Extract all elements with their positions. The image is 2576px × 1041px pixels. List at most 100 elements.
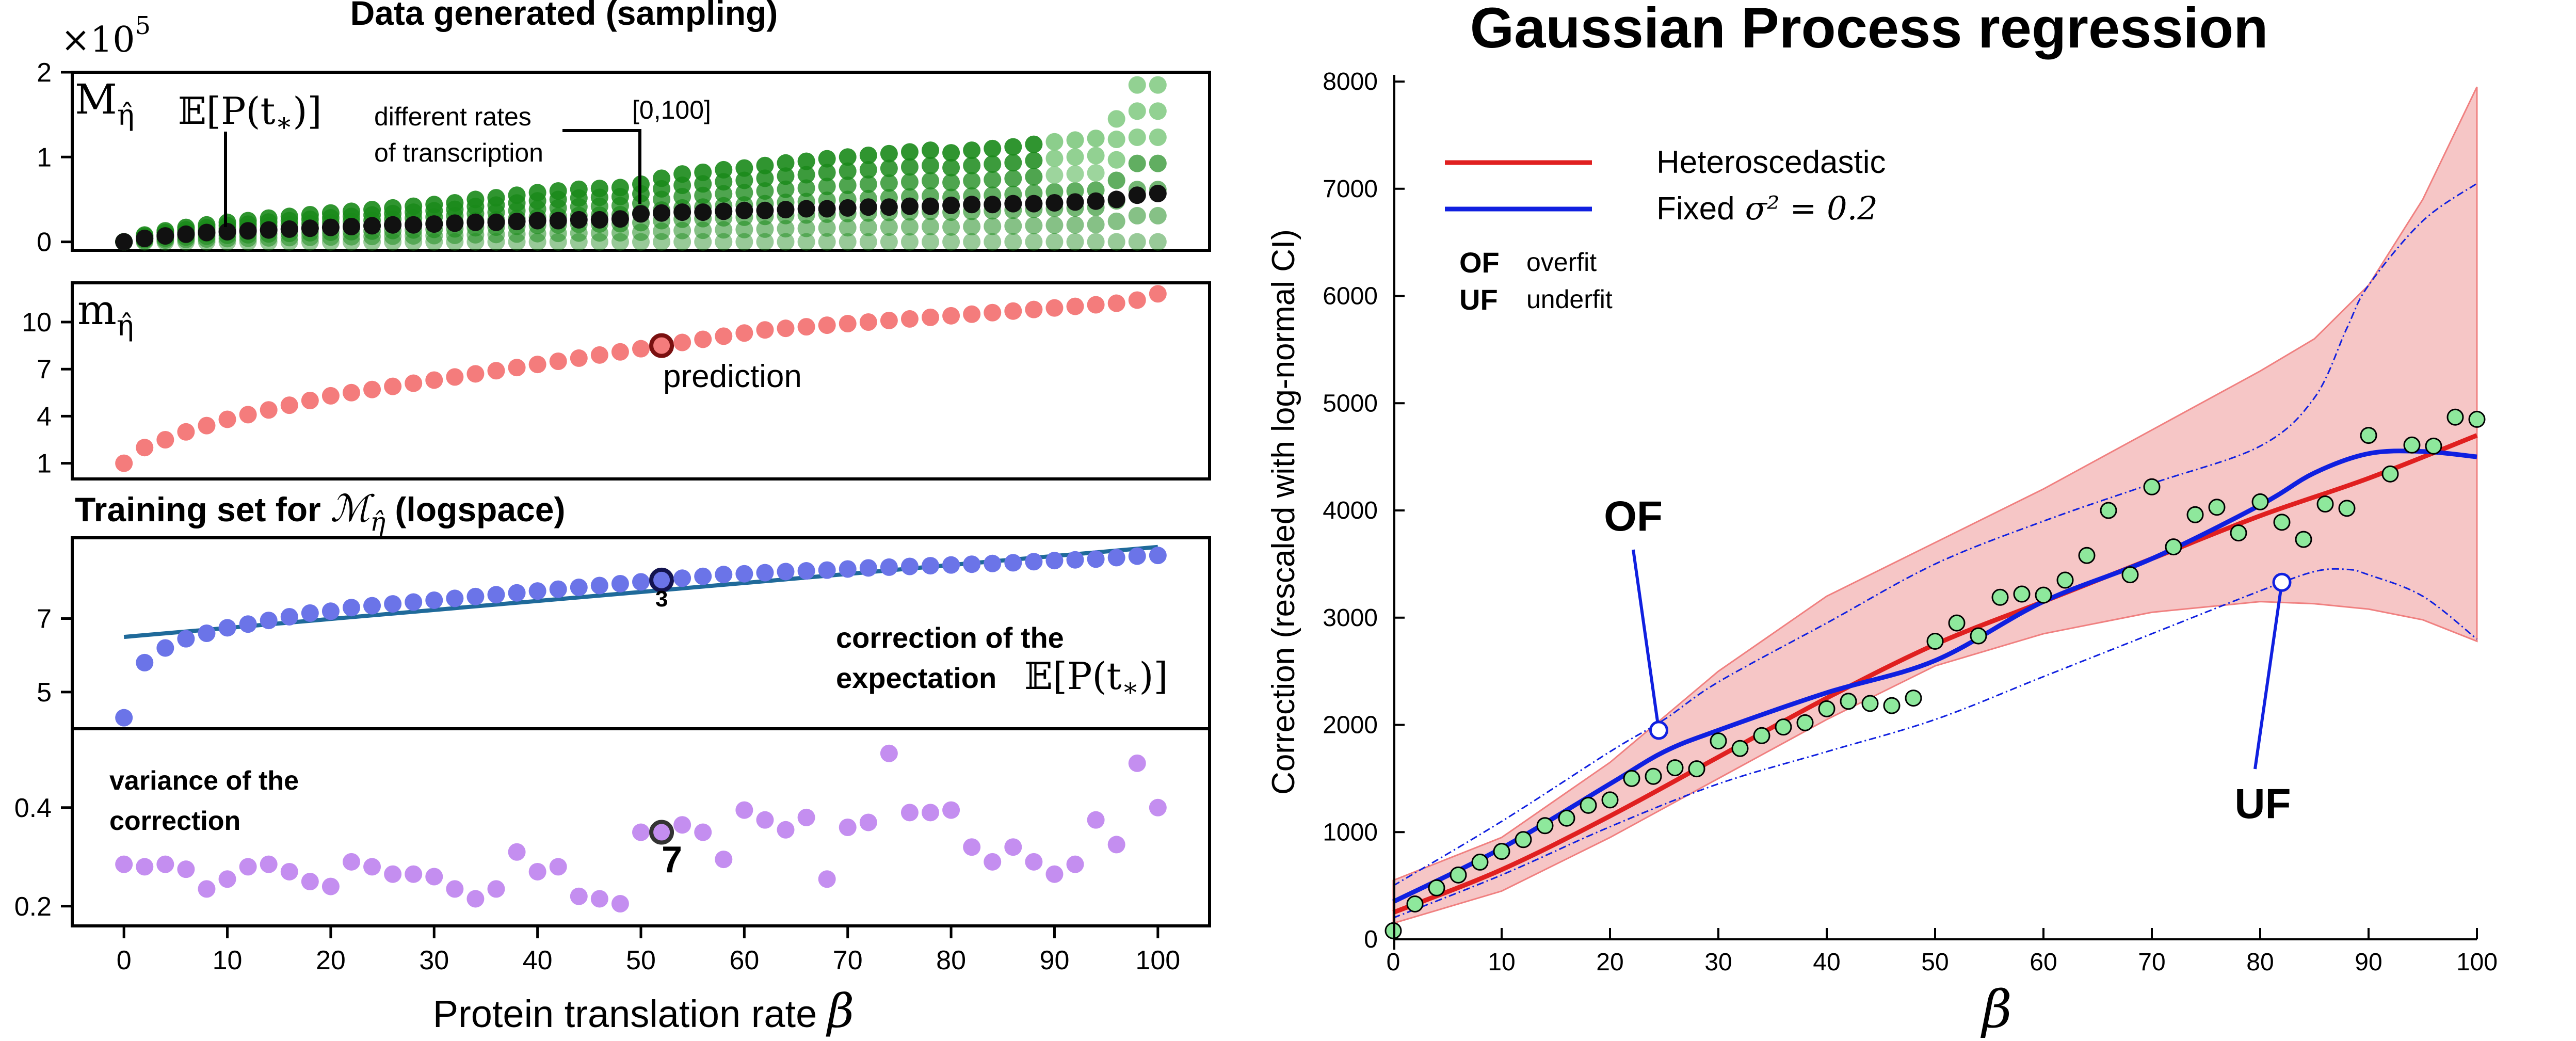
sample-point bbox=[880, 159, 898, 178]
x-tick-label: 30 bbox=[419, 946, 449, 975]
training-point bbox=[1066, 551, 1084, 569]
sampling-rates-pointer bbox=[562, 129, 641, 204]
prediction-y-ticks: 1 4 7 10 bbox=[22, 308, 72, 479]
sample-point bbox=[797, 152, 815, 170]
prediction-points bbox=[115, 285, 1167, 472]
gp-observation-point bbox=[1688, 760, 1705, 778]
gp-y-tick-label: 2000 bbox=[1323, 712, 1378, 739]
mean-point bbox=[859, 198, 877, 216]
training-point bbox=[239, 615, 257, 633]
mean-point bbox=[239, 222, 257, 240]
sample-point bbox=[880, 145, 898, 163]
sample-point bbox=[922, 141, 940, 159]
prediction-point bbox=[260, 401, 278, 419]
sampling-y-ticks: 0 1 2 bbox=[37, 58, 72, 258]
sample-point bbox=[900, 218, 919, 236]
sample-point bbox=[1087, 164, 1105, 182]
sample-point bbox=[1087, 147, 1105, 165]
sample-point bbox=[963, 141, 981, 159]
sample-point bbox=[1004, 217, 1022, 235]
prediction-point bbox=[1107, 294, 1125, 312]
mean-point bbox=[942, 196, 960, 214]
variance-point bbox=[363, 858, 381, 876]
prediction-point bbox=[487, 362, 505, 380]
training-point bbox=[922, 557, 940, 575]
variance-point bbox=[1087, 811, 1105, 829]
sample-point bbox=[1107, 151, 1125, 169]
sample-point bbox=[1107, 171, 1125, 189]
gp-uf-pointer bbox=[2253, 582, 2283, 770]
sample-point bbox=[963, 218, 981, 235]
training-point bbox=[446, 589, 464, 607]
x-tick-label: 10 bbox=[213, 946, 243, 975]
sample-point bbox=[735, 233, 753, 251]
y-tick-label: 4 bbox=[37, 402, 52, 431]
sampling-range-annotation: [0,100] bbox=[632, 95, 711, 124]
mean-point bbox=[487, 213, 505, 231]
prediction-point bbox=[301, 392, 319, 409]
sample-point bbox=[900, 173, 919, 191]
gp-observation-point bbox=[1796, 714, 1814, 731]
sample-point bbox=[1066, 233, 1084, 251]
y-tick-label: 7 bbox=[37, 355, 52, 385]
y-tick-label: 2 bbox=[37, 58, 52, 88]
mean-point bbox=[177, 225, 195, 243]
sample-point bbox=[1045, 166, 1064, 184]
variance-point bbox=[1149, 798, 1167, 816]
gp-x-tick-label: 50 bbox=[1921, 949, 1949, 976]
highlighted-variance-point bbox=[649, 820, 674, 845]
sample-point bbox=[984, 171, 1002, 189]
mean-point bbox=[446, 214, 464, 232]
gp-legend-fixed-label: Fixed σ² = 0.2 bbox=[1656, 189, 1878, 227]
gp-observation-point bbox=[1710, 732, 1727, 750]
training-point bbox=[198, 624, 216, 642]
sample-point bbox=[1107, 212, 1125, 230]
training-point bbox=[570, 579, 588, 597]
training-point-annotation: 3 bbox=[655, 586, 668, 612]
sample-point bbox=[880, 233, 898, 251]
gp-x-tick-label: 100 bbox=[2456, 949, 2498, 976]
variance-point bbox=[528, 862, 546, 880]
prediction-point bbox=[363, 380, 381, 398]
variance-point bbox=[900, 804, 919, 822]
sample-point bbox=[1004, 169, 1022, 187]
sample-point bbox=[942, 233, 960, 251]
sample-point bbox=[735, 171, 753, 189]
gp-x-tick-label: 70 bbox=[2138, 949, 2165, 976]
gp-x-tick-label: 0 bbox=[1387, 949, 1400, 976]
gp-y-tick-label: 3000 bbox=[1323, 604, 1378, 632]
prediction-point bbox=[384, 377, 402, 395]
prediction-point bbox=[797, 318, 815, 336]
gp-key-uf-text: underfit bbox=[1526, 285, 1613, 314]
gp-key-of-code: OF bbox=[1459, 246, 1500, 279]
sample-point bbox=[859, 175, 877, 193]
training-point bbox=[900, 557, 919, 575]
gp-observation-point bbox=[2165, 538, 2182, 556]
prediction-point bbox=[839, 315, 857, 333]
mean-point bbox=[528, 212, 546, 230]
training-point bbox=[508, 584, 526, 602]
prediction-point bbox=[590, 346, 608, 364]
variance-point bbox=[198, 880, 216, 898]
variance-point bbox=[570, 887, 588, 905]
sample-point bbox=[466, 190, 485, 209]
gp-y-tick-label: 4000 bbox=[1323, 497, 1378, 524]
training-point bbox=[694, 567, 712, 585]
gp-x-tick-label: 10 bbox=[1488, 949, 1515, 976]
prediction-point bbox=[218, 410, 236, 428]
gp-observation-point bbox=[2316, 495, 2334, 513]
training-point bbox=[405, 593, 423, 611]
sample-point bbox=[1025, 217, 1043, 235]
sample-point bbox=[735, 220, 753, 238]
sample-point bbox=[446, 194, 464, 212]
gp-observation-point bbox=[2360, 427, 2377, 444]
training-point bbox=[735, 565, 753, 583]
gp-observation-point bbox=[1991, 588, 2009, 606]
variance-point bbox=[425, 868, 443, 886]
mean-point bbox=[880, 198, 898, 216]
sample-point bbox=[405, 197, 423, 215]
sample-point bbox=[342, 202, 360, 220]
variance-point bbox=[673, 816, 691, 834]
sample-point bbox=[818, 233, 836, 251]
variance-point bbox=[984, 853, 1002, 871]
